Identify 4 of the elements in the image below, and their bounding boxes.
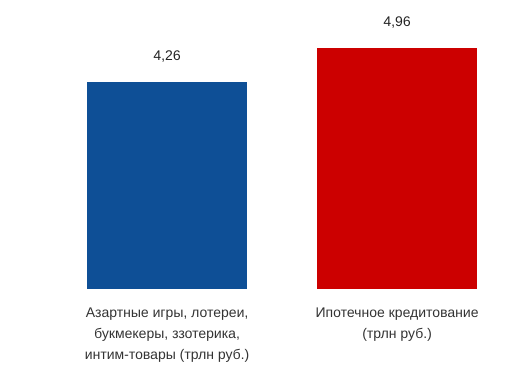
data-label: 4,26 (153, 47, 181, 64)
x-tick-label: Ипотечное кредитование (трлн руб.) (315, 304, 479, 341)
x-tick-label: Азартные игры, лотереи, букмекеры, ззотерика, интим-товары (трлн руб.) (84, 304, 250, 362)
data-label: 4,96 (383, 13, 411, 29)
